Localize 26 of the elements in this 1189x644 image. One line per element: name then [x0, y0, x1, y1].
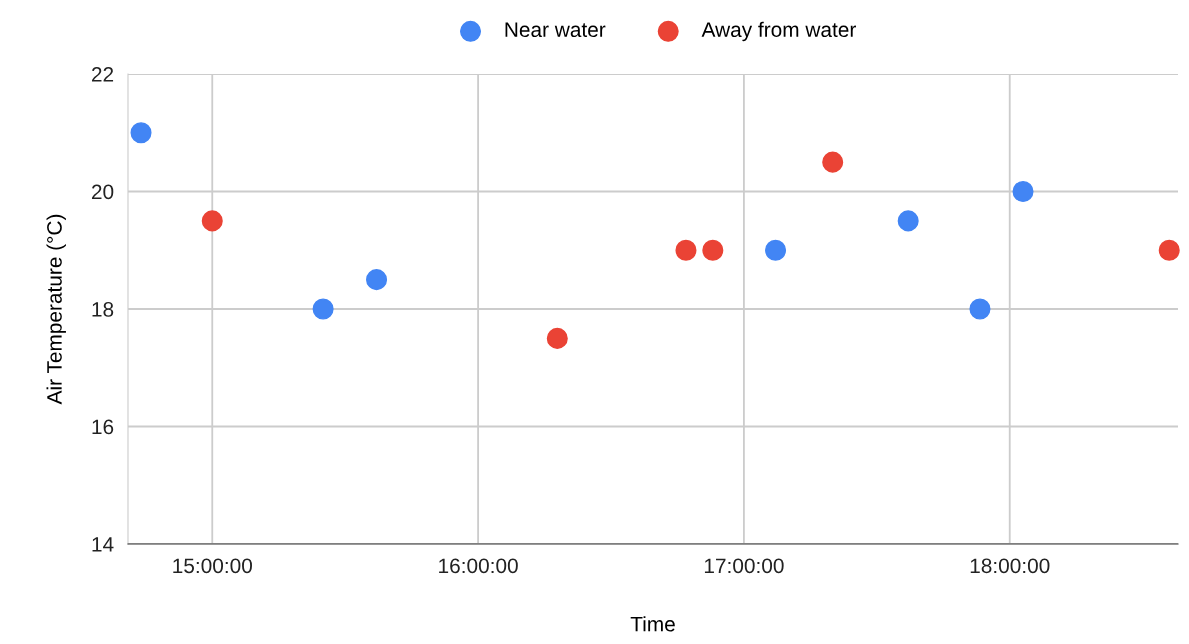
point — [366, 269, 388, 291]
y-tick-label: 16 — [92, 419, 114, 435]
point — [546, 327, 568, 349]
point — [312, 298, 334, 320]
x-tick-label: 17:00:00 — [704, 558, 784, 574]
x-axis-title: Time — [630, 616, 675, 632]
point — [969, 298, 991, 320]
y-tick-label: 22 — [91, 67, 114, 82]
legend-label: Near water — [505, 22, 606, 38]
x-tick-label: 16:00:00 — [439, 558, 518, 574]
point — [765, 239, 787, 261]
y-axis-title: Air Temperature (°C) — [46, 214, 66, 405]
point — [1012, 180, 1034, 203]
point — [1158, 239, 1180, 261]
legend-label: Away from water — [701, 21, 856, 42]
x-tick-label: 15:00:00 — [173, 558, 252, 574]
point — [130, 122, 152, 144]
point — [675, 239, 697, 261]
point — [897, 210, 919, 232]
y-tick-label: 14 — [92, 537, 114, 552]
x-tick-label: 18:00:00 — [970, 558, 1050, 574]
point — [702, 239, 724, 261]
y-tick-label: 18 — [92, 302, 114, 317]
point — [201, 210, 223, 232]
y-tick-label: 20 — [91, 184, 114, 200]
point — [822, 151, 844, 173]
